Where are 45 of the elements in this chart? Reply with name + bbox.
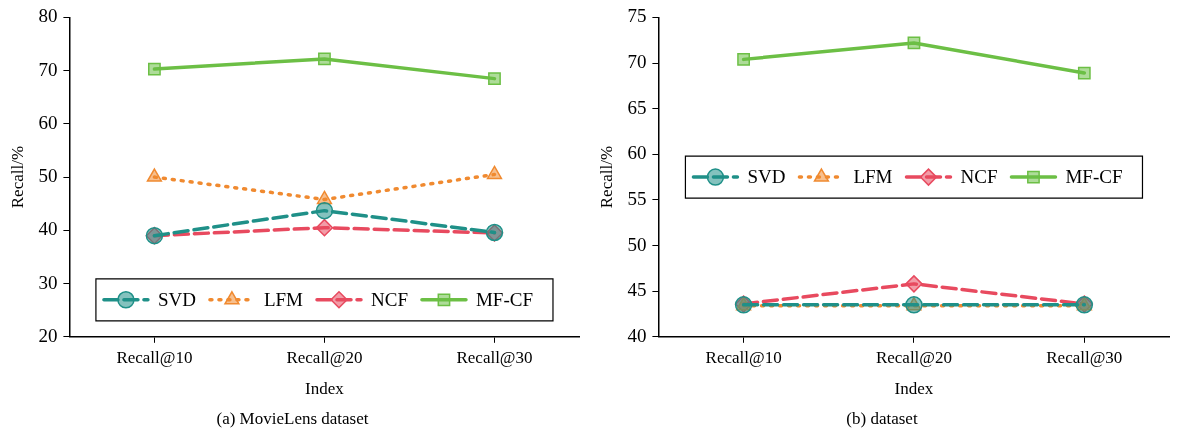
x-tick-label: Recall@10 [705, 348, 782, 368]
point [148, 62, 161, 76]
point [905, 275, 923, 293]
y-tick-label: 70 [38, 58, 58, 80]
legend-label: SVD [747, 166, 786, 188]
y-tick-label: 40 [627, 324, 647, 346]
point [488, 72, 501, 86]
x-tick-label: Recall@20 [286, 348, 363, 368]
x-tick-label: Recall@30 [1046, 348, 1123, 368]
point [315, 201, 334, 220]
y-axis-title: Recall/% [7, 145, 27, 209]
x-tick-label: Recall@20 [875, 348, 952, 368]
x-tick-label: Recall@30 [456, 348, 533, 368]
x-axis-title: Index [305, 378, 345, 398]
point [486, 165, 503, 180]
point [315, 218, 334, 237]
y-tick-label: 30 [38, 271, 58, 293]
point [318, 52, 331, 66]
legend-label: MF-CF [475, 288, 533, 310]
legend-label: NCF [960, 166, 998, 188]
legend-label: MF-CF [1065, 166, 1123, 188]
y-tick-label: 60 [627, 142, 647, 164]
legend-label: NCF [370, 288, 408, 310]
y-tick-label: 50 [627, 233, 647, 255]
y-axis-title: Recall/% [596, 145, 616, 209]
legend-label: SVD [157, 288, 196, 310]
legend-label: LFM [853, 166, 893, 188]
y-tick-label: 60 [38, 111, 58, 133]
y-tick-label: 80 [38, 5, 58, 27]
y-tick-label: 55 [627, 187, 647, 209]
legend-label: LFM [263, 288, 304, 310]
y-tick-label: 65 [627, 96, 647, 118]
y-tick-label: 75 [627, 5, 647, 27]
x-axis-title: Index [894, 378, 934, 398]
point [737, 52, 750, 66]
x-tick-label: Recall@10 [116, 348, 193, 368]
y-tick-label: 20 [38, 324, 58, 346]
y-tick-label: 45 [627, 279, 647, 301]
y-tick-label: 70 [627, 51, 647, 73]
point [146, 168, 163, 182]
text: (a) MovieLens dataset [216, 409, 369, 429]
point [1077, 66, 1091, 80]
text: (b) dataset [846, 409, 918, 429]
y-tick-label: 50 [38, 165, 58, 187]
y-tick-label: 40 [38, 218, 58, 240]
